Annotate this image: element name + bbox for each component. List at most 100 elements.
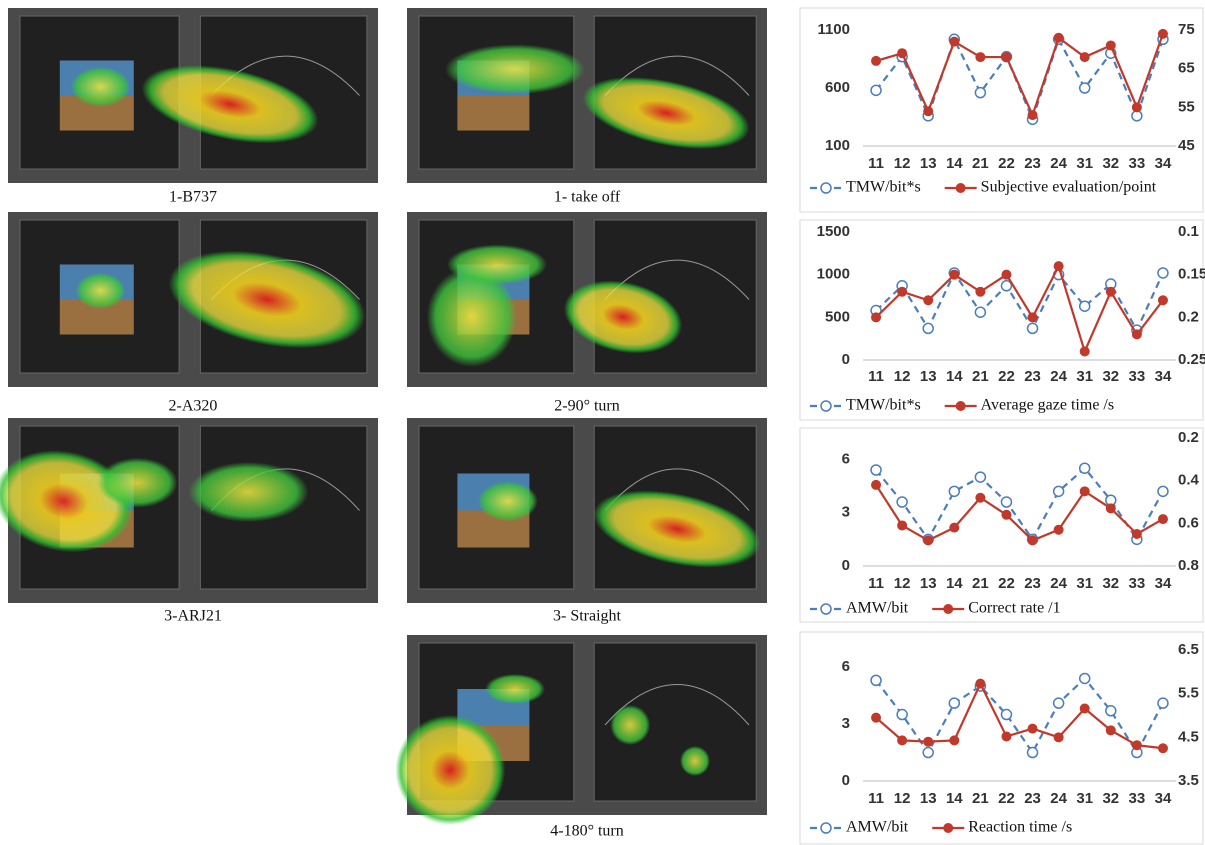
series-line — [875, 484, 1164, 542]
caption: 3- Straight — [553, 608, 622, 625]
point — [1001, 52, 1012, 63]
x-tick-label: 33 — [1129, 155, 1146, 172]
heat-blob — [395, 715, 506, 825]
series-line — [875, 676, 1164, 755]
point — [1131, 329, 1142, 340]
caption: 2-A320 — [169, 398, 218, 415]
y-tick-label: 3 — [842, 715, 850, 732]
x-tick-label: 11 — [868, 368, 884, 385]
heatmap-image — [8, 8, 378, 183]
y2-tick-label: 0.6 — [1178, 514, 1199, 531]
y2-tick-label: 65 — [1178, 60, 1195, 77]
y-tick-label: 600 — [825, 79, 850, 96]
point — [1157, 295, 1168, 306]
x-tick-label: 12 — [894, 155, 911, 172]
legend-marker — [820, 603, 832, 615]
x-tick-label: 14 — [946, 575, 963, 592]
point — [1001, 269, 1012, 280]
legend-item: AMW/bit — [810, 600, 909, 617]
point — [897, 286, 908, 297]
y-tick-label: 1500 — [817, 223, 850, 240]
y2-tick-label: 0.15 — [1178, 266, 1205, 283]
heat-blob — [582, 77, 750, 149]
y2-tick-label: 0.8 — [1178, 557, 1199, 574]
heat-blob — [593, 490, 761, 568]
x-tick-label: 33 — [1129, 575, 1146, 592]
point — [1131, 740, 1142, 751]
series-line — [875, 270, 1164, 333]
x-tick-label: 11 — [868, 575, 884, 592]
point — [948, 697, 961, 709]
point — [1052, 697, 1065, 709]
x-tick-label: 22 — [998, 790, 1015, 807]
point — [1053, 524, 1064, 535]
legend-label: Reaction time /s — [968, 819, 1072, 836]
point — [1131, 102, 1142, 113]
legend-marker — [955, 183, 966, 193]
point — [1000, 708, 1013, 721]
x-tick-label: 13 — [920, 790, 937, 807]
legend-item: Average gaze time /s — [944, 397, 1114, 414]
point — [975, 678, 986, 689]
point — [1157, 514, 1168, 525]
chart-frame — [799, 427, 1204, 623]
chart-frame — [799, 219, 1204, 421]
point — [1000, 496, 1013, 508]
legend-item: TMW/bit*s — [810, 397, 921, 414]
point — [1027, 312, 1038, 323]
point — [949, 36, 960, 47]
x-tick-label: 12 — [894, 790, 911, 807]
series-line — [875, 466, 1164, 542]
x-tick-label: 23 — [1024, 790, 1041, 807]
heat-blob — [97, 457, 178, 508]
point — [897, 48, 908, 59]
x-tick-label: 14 — [946, 155, 963, 172]
point — [1079, 703, 1090, 714]
y-tick-label: 100 — [825, 137, 850, 154]
y-tick-label: 0 — [842, 557, 850, 574]
y-tick-label: 6 — [842, 658, 850, 675]
point — [896, 708, 908, 721]
heat-blob — [563, 280, 683, 354]
heat-blob — [445, 44, 585, 95]
x-tick-label: 32 — [1102, 368, 1119, 385]
point — [974, 471, 987, 483]
point — [1157, 485, 1169, 498]
x-tick-label: 11 — [868, 790, 884, 807]
legend-item: TMW/bit*s — [810, 179, 921, 196]
x-tick-label: 24 — [1050, 155, 1067, 172]
y2-tick-label: 0.4 — [1178, 472, 1200, 489]
heat-blob — [447, 244, 547, 285]
caption: 1- take off — [554, 189, 621, 206]
point — [1001, 509, 1012, 520]
point — [949, 735, 960, 746]
y2-tick-label: 4.5 — [1178, 728, 1199, 745]
point — [1026, 746, 1039, 759]
x-tick-label: 21 — [972, 368, 989, 385]
x-tick-label: 13 — [920, 155, 937, 172]
y2-tick-label: 0.25 — [1178, 351, 1205, 368]
point — [974, 86, 987, 99]
point — [1105, 725, 1116, 736]
caption: 1-B737 — [169, 189, 217, 206]
heatmap-image — [407, 212, 767, 387]
point — [1053, 732, 1064, 743]
x-tick-label: 32 — [1102, 155, 1119, 172]
y-tick-label: 0 — [842, 772, 850, 789]
x-tick-label: 33 — [1129, 790, 1146, 807]
point — [948, 485, 961, 498]
point — [1078, 300, 1091, 312]
caption: 2-90° turn — [554, 398, 620, 415]
legend-label: Subjective evaluation/point — [981, 179, 1157, 196]
x-tick-label: 23 — [1024, 155, 1041, 172]
point — [923, 736, 934, 747]
heat-blob — [188, 462, 309, 522]
point — [1079, 346, 1090, 357]
x-tick-label: 12 — [894, 368, 911, 385]
attitude-ground — [457, 95, 530, 131]
point — [975, 492, 986, 503]
point — [871, 312, 882, 323]
point — [923, 106, 934, 117]
point — [923, 295, 934, 306]
point — [871, 712, 882, 723]
